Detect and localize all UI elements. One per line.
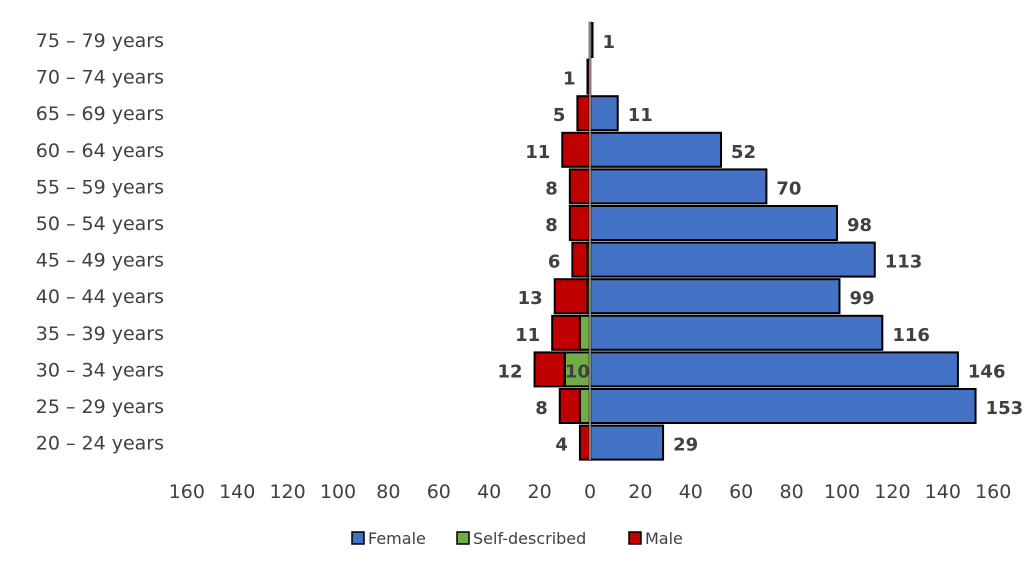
female-bar xyxy=(589,351,959,388)
female-data-label: 146 xyxy=(968,361,1006,382)
category-label: 20 – 24 years xyxy=(36,433,164,455)
male-data-label: 8 xyxy=(535,398,548,419)
category-label: 75 – 79 years xyxy=(36,30,164,52)
x-tick-label: 100 xyxy=(320,481,356,503)
female-data-label: 98 xyxy=(847,215,872,236)
x-tick-label: 160 xyxy=(169,481,205,503)
legend-swatch xyxy=(628,531,642,545)
male-bar xyxy=(568,168,592,205)
category-label: 70 – 74 years xyxy=(36,67,164,89)
female-data-label: 70 xyxy=(776,178,801,199)
legend-swatch xyxy=(456,531,470,545)
self-described-bar xyxy=(578,388,591,424)
male-bar xyxy=(576,95,592,132)
male-data-label: 11 xyxy=(515,325,540,346)
female-data-label: 116 xyxy=(892,325,930,346)
category-label: 30 – 34 years xyxy=(36,359,164,381)
female-bar xyxy=(589,278,841,315)
category-label: 35 – 39 years xyxy=(36,323,164,345)
category-label: 65 – 69 years xyxy=(36,103,164,125)
x-tick-label: 40 xyxy=(679,481,703,503)
female-data-label: 153 xyxy=(986,398,1024,419)
male-bar xyxy=(571,241,589,278)
category-label: 55 – 59 years xyxy=(36,176,164,198)
male-data-label: 8 xyxy=(545,178,558,199)
x-tick-label: 60 xyxy=(427,481,451,503)
x-tick-label: 120 xyxy=(874,481,910,503)
female-data-label: 11 xyxy=(628,105,653,126)
x-tick-label: 0 xyxy=(584,481,596,503)
x-tick-label: 140 xyxy=(219,481,255,503)
self-described-data-label: 10 xyxy=(565,361,590,382)
female-bar xyxy=(589,168,768,205)
x-tick-label: 120 xyxy=(269,481,305,503)
female-bar xyxy=(589,131,723,168)
legend-label: Female xyxy=(368,529,426,548)
category-label: 25 – 29 years xyxy=(36,396,164,418)
male-bar xyxy=(551,314,581,351)
male-bar xyxy=(561,131,592,168)
legend-label: Male xyxy=(645,529,683,548)
female-data-label: 99 xyxy=(849,288,874,309)
male-data-label: 4 xyxy=(555,435,568,456)
female-bar xyxy=(589,388,977,424)
x-tick-label: 100 xyxy=(824,481,860,503)
x-tick-label: 140 xyxy=(925,481,961,503)
female-bar xyxy=(589,205,838,241)
legend-swatch xyxy=(351,531,365,545)
male-data-label: 6 xyxy=(548,252,561,273)
x-tick-label: 20 xyxy=(628,481,652,503)
category-label: 50 – 54 years xyxy=(36,213,164,235)
x-tick-label: 80 xyxy=(376,481,400,503)
x-tick-label: 80 xyxy=(780,481,804,503)
category-label: 45 – 49 years xyxy=(36,250,164,272)
male-data-label: 11 xyxy=(525,142,550,163)
male-data-label: 5 xyxy=(553,105,566,126)
female-bar xyxy=(589,95,619,132)
male-bar xyxy=(533,351,566,388)
male-data-label: 1 xyxy=(563,69,576,90)
female-data-label: 1 xyxy=(603,32,616,53)
female-data-label: 52 xyxy=(731,142,756,163)
x-tick-label: 60 xyxy=(729,481,753,503)
category-label: 60 – 64 years xyxy=(36,140,164,162)
legend-label: Self-described xyxy=(473,529,586,548)
category-label: 40 – 44 years xyxy=(36,286,164,308)
female-data-label: 29 xyxy=(673,435,698,456)
male-data-label: 13 xyxy=(518,288,543,309)
male-bar xyxy=(578,424,591,461)
x-tick-label: 40 xyxy=(477,481,501,503)
self-described-bar xyxy=(578,314,591,351)
female-bar xyxy=(589,314,884,351)
male-data-label: 8 xyxy=(545,215,558,236)
female-bar xyxy=(589,241,876,278)
male-data-label: 12 xyxy=(497,361,522,382)
male-bar xyxy=(553,278,589,315)
x-tick-label: 160 xyxy=(975,481,1011,503)
x-tick-label: 20 xyxy=(528,481,552,503)
male-bar xyxy=(568,205,592,241)
male-bar xyxy=(558,388,581,424)
female-data-label: 113 xyxy=(885,252,923,273)
female-bar xyxy=(589,424,665,461)
